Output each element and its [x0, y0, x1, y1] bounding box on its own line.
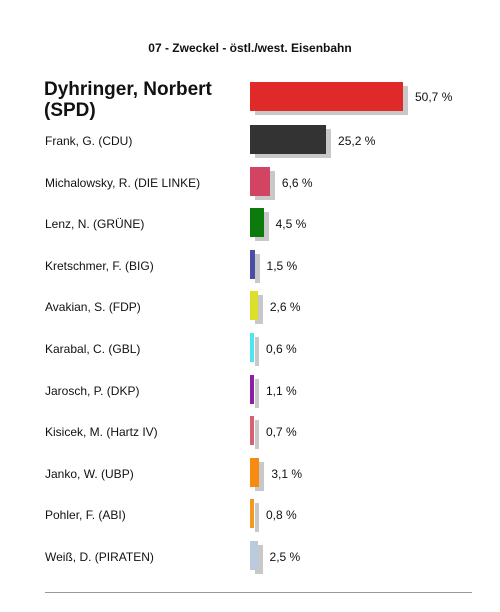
bar-shadow [255, 461, 265, 491]
bar-row: Jarosch, P. (DKP) 1,1 % [0, 374, 500, 408]
bar-shadow [255, 545, 263, 574]
category-label: Frank, G. (CDU) [45, 134, 133, 148]
bar [250, 208, 264, 238]
bar [250, 416, 254, 446]
bar [250, 166, 270, 196]
value-label: 1,1 % [266, 383, 297, 398]
bar-row: Weiß, D. (PIRATEN) 2,5 % [0, 541, 500, 574]
value-label: 6,6 % [281, 175, 313, 190]
value-label: 1,5 % [266, 258, 298, 273]
bar-shadow [255, 503, 259, 533]
bar-row: Avakian, S. (FDP) 2,6 % [0, 291, 500, 325]
category-label: Weiß, D. (PIRATEN) [45, 550, 154, 564]
category-label: Michalowsky, R. (DIE LINKE) [45, 175, 201, 190]
bar-row: Kretschmer, F. (BIG) 1,5 % [0, 249, 500, 283]
value-label: 0,7 % [266, 425, 297, 440]
bar [250, 333, 254, 362]
category-label: Avakian, S. (FDP) [45, 300, 141, 315]
bar-shadow [255, 253, 260, 283]
bar-row: Michalowsky, R. (DIE LINKE) 6,6 % [0, 166, 500, 200]
bottom-divider [45, 592, 472, 593]
category-label: Karabal, C. (GBL) [45, 342, 141, 356]
bar-row: Pohler, F. (ABI) 0,8 % [0, 499, 500, 533]
bar [250, 125, 327, 154]
value-label: 3,1 % [271, 466, 303, 481]
bar-row: Janko, W. (UBP) 3,1 % [0, 457, 500, 491]
value-label: 0,6 % [266, 342, 297, 356]
bar [250, 374, 254, 404]
value-label: 0,8 % [266, 508, 297, 523]
bar [250, 249, 255, 279]
value-label: 2,5 % [269, 550, 301, 564]
value-label: 50,7 % [415, 90, 453, 104]
bar [250, 499, 254, 529]
bar [250, 291, 258, 321]
category-label: Kretschmer, F. (BIG) [45, 258, 154, 273]
category-label: Janko, W. (UBP) [45, 466, 134, 481]
bar [250, 457, 260, 487]
chart-title: 07 - Zweckel - östl./west. Eisenbahn [148, 41, 352, 55]
bar-shadow [255, 420, 259, 450]
category-label: Kisicek, M. (Hartz IV) [45, 425, 158, 440]
bar-row: Lenz, N. (GRÜNE) 4,5 % [0, 208, 500, 242]
bar-row: Frank, G. (CDU) 25,2 % [0, 125, 500, 158]
category-label: Pohler, F. (ABI) [45, 508, 126, 523]
bar-shadow [255, 337, 259, 366]
category-label: Dyhringer, Norbert (SPD) [44, 79, 212, 121]
category-label: Jarosch, P. (DKP) [45, 383, 140, 398]
bar-row: Kisicek, M. (Hartz IV) 0,7 % [0, 416, 500, 450]
bar-shadow [255, 295, 263, 325]
value-label: 25,2 % [338, 134, 376, 148]
bar-row: Dyhringer, Norbert (SPD) 50,7 % [0, 79, 500, 121]
bar [250, 82, 403, 111]
bar-shadow [255, 378, 259, 408]
value-label: 4,5 % [275, 217, 307, 232]
category-label: Lenz, N. (GRÜNE) [45, 217, 145, 232]
bar [250, 541, 258, 570]
value-label: 2,6 % [269, 300, 301, 315]
bar-row: Karabal, C. (GBL) 0,6 % [0, 333, 500, 366]
